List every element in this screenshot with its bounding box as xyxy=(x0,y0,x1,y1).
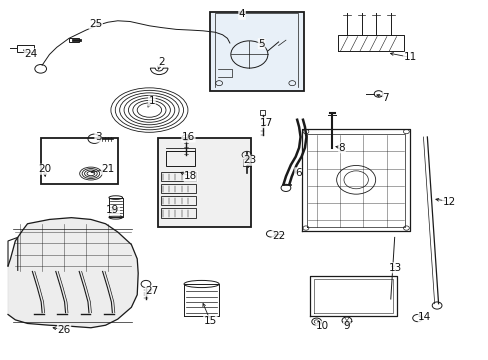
Bar xyxy=(243,159,250,166)
Text: 21: 21 xyxy=(101,164,114,174)
Text: 13: 13 xyxy=(388,263,402,273)
Text: 12: 12 xyxy=(442,197,455,207)
Bar xyxy=(160,196,195,206)
Bar xyxy=(160,184,195,193)
Text: 2: 2 xyxy=(158,57,164,67)
Bar xyxy=(166,150,194,166)
Text: 16: 16 xyxy=(182,132,195,142)
Text: 5: 5 xyxy=(258,39,264,49)
Text: 17: 17 xyxy=(259,118,272,128)
Text: 18: 18 xyxy=(184,171,197,181)
Text: 25: 25 xyxy=(89,19,102,29)
Text: 3: 3 xyxy=(95,132,102,142)
Bar xyxy=(41,138,118,184)
Text: 1: 1 xyxy=(148,96,155,106)
Text: 20: 20 xyxy=(38,164,51,174)
Polygon shape xyxy=(8,218,138,328)
Text: 4: 4 xyxy=(238,9,245,19)
Text: 6: 6 xyxy=(294,168,301,178)
Bar xyxy=(158,138,251,227)
Text: 9: 9 xyxy=(343,321,349,331)
Bar xyxy=(160,172,195,181)
Text: 15: 15 xyxy=(203,316,217,325)
Text: 10: 10 xyxy=(315,321,328,331)
Bar xyxy=(210,12,304,91)
Text: 8: 8 xyxy=(338,143,345,153)
Bar xyxy=(260,110,264,116)
Text: 24: 24 xyxy=(24,49,38,59)
Bar xyxy=(17,45,34,51)
Bar xyxy=(225,39,234,47)
Text: 19: 19 xyxy=(106,206,119,216)
Text: 7: 7 xyxy=(382,93,388,103)
Text: 22: 22 xyxy=(271,231,285,240)
Text: 14: 14 xyxy=(417,312,430,322)
Text: 23: 23 xyxy=(243,155,257,165)
Text: 11: 11 xyxy=(403,52,416,62)
Bar xyxy=(160,208,195,218)
Bar xyxy=(69,38,79,41)
Text: 27: 27 xyxy=(145,286,158,296)
Text: 26: 26 xyxy=(58,325,71,335)
